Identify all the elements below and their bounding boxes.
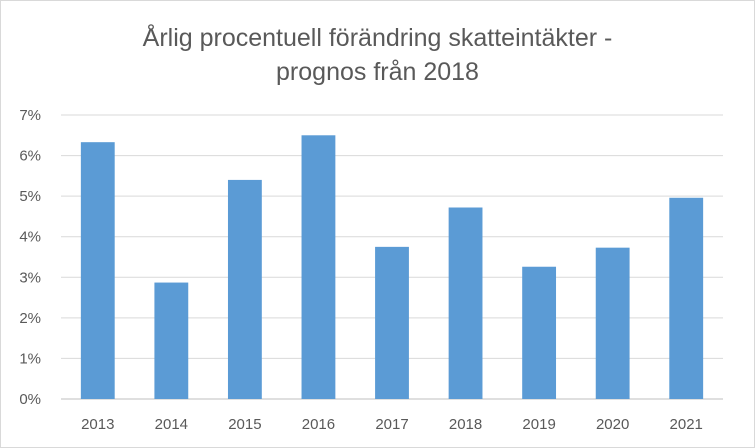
- chart-title: Årlig procentuell förändring skatteintäk…: [1, 21, 754, 89]
- bar-2017: [375, 246, 409, 399]
- y-tick-label: 2%: [19, 310, 41, 327]
- y-tick-label: 7%: [19, 107, 41, 124]
- bar-2015: [227, 179, 262, 399]
- y-axis-ticks: 0% 1% 2% 3% 4% 5% 6% 7%: [19, 107, 41, 408]
- x-tick-label: 2013: [81, 416, 114, 433]
- bar-2013: [80, 142, 115, 399]
- chart-title-line-1: Årlig procentuell förändring skatteintäk…: [142, 24, 613, 52]
- bar-2018: [448, 207, 483, 399]
- bar-2019: [522, 266, 557, 399]
- bar-2014: [154, 282, 189, 399]
- x-tick-label: 2016: [302, 416, 335, 433]
- bar-2016: [301, 135, 336, 400]
- x-tick-label: 2021: [670, 416, 703, 433]
- x-tick-label: 2017: [375, 416, 408, 433]
- x-tick-label: 2020: [596, 416, 629, 433]
- y-tick-label: 5%: [19, 188, 41, 205]
- x-tick-label: 2018: [449, 416, 482, 433]
- bar-2020: [595, 247, 630, 399]
- y-tick-label: 6%: [19, 148, 41, 165]
- y-tick-label: 0%: [19, 391, 41, 408]
- bar-2021: [669, 197, 704, 399]
- chart-title-line-2: prognos från 2018: [276, 58, 479, 86]
- y-tick-label: 1%: [19, 350, 41, 367]
- y-tick-label: 4%: [19, 229, 41, 246]
- y-tick-label: 3%: [19, 269, 41, 286]
- x-axis-ticks: 2013 2014 2015 2016 2017 2018 2019 2020 2021: [81, 416, 703, 433]
- x-tick-label: 2014: [155, 416, 188, 433]
- x-tick-label: 2015: [228, 416, 261, 433]
- x-tick-label: 2019: [522, 416, 555, 433]
- bars: [80, 135, 704, 400]
